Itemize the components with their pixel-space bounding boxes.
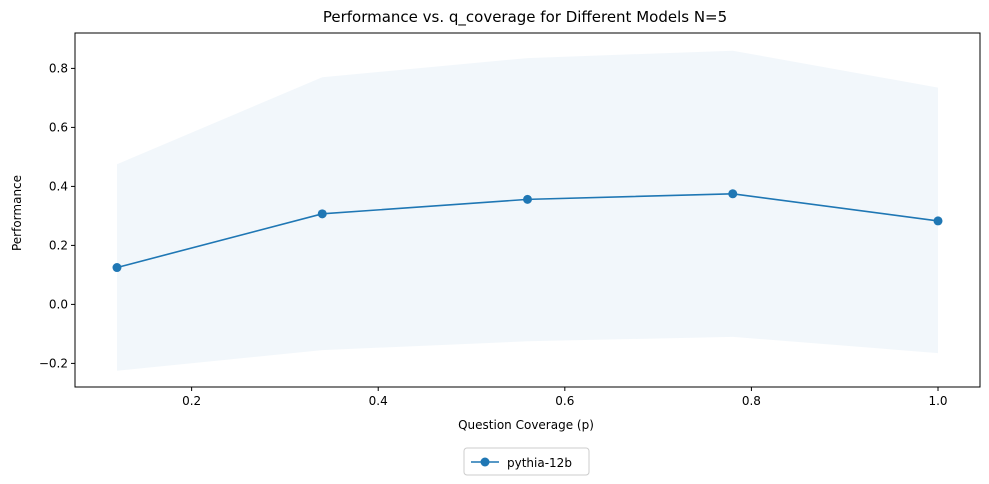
y-axis-label: Performance xyxy=(10,175,24,251)
data-point-0-3 xyxy=(728,189,738,199)
y-tick-label-2: 0.2 xyxy=(49,238,68,252)
x-axis: 0.2 0.4 0.6 0.8 1.0 xyxy=(182,387,948,408)
confidence-band-0 xyxy=(116,50,939,371)
chart-title: Performance vs. q_coverage for Different… xyxy=(323,8,727,27)
y-tick-label-5: 0.8 xyxy=(49,61,68,75)
y-tick-label-4: 0.6 xyxy=(49,120,68,134)
y-tick-label-0: −0.2 xyxy=(39,356,68,370)
data-point-0-0 xyxy=(112,263,122,273)
plot-frame xyxy=(74,32,981,388)
legend-marker-swatch xyxy=(480,457,490,467)
data-point-0-2 xyxy=(523,194,532,204)
x-tick-label-4: 1.0 xyxy=(928,394,947,408)
x-tick-label-2: 0.6 xyxy=(555,394,574,408)
legend-box xyxy=(463,447,590,476)
x-tick-label-1: 0.4 xyxy=(369,394,388,408)
y-axis: −0.2 0.0 0.2 0.4 0.6 0.8 xyxy=(39,61,75,370)
legend: pythia-12b xyxy=(463,447,590,476)
x-axis-label: Question Coverage (p) xyxy=(458,418,594,432)
x-tick-label-3: 0.8 xyxy=(742,394,761,408)
y-tick-label-3: 0.4 xyxy=(49,179,68,193)
plot-area xyxy=(112,50,943,371)
x-tick-label-0: 0.2 xyxy=(182,394,201,408)
legend-label: pythia-12b xyxy=(507,456,572,470)
data-point-0-1 xyxy=(317,209,327,219)
y-tick-label-1: 0.0 xyxy=(49,297,68,311)
data-point-0-4 xyxy=(933,216,943,226)
